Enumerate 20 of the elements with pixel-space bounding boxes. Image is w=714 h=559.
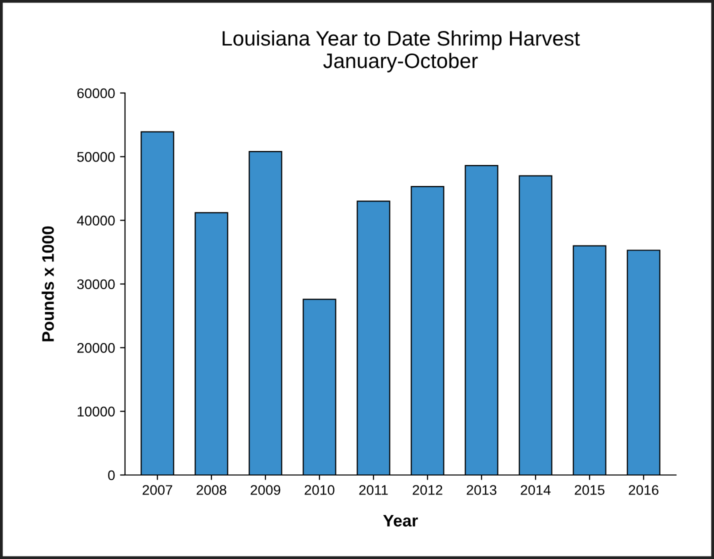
x-tick-label: 2016 xyxy=(628,485,658,495)
y-tick-label: 30000 xyxy=(77,279,115,290)
x-tick-label: 2011 xyxy=(359,485,388,495)
x-tick-label: 2008 xyxy=(196,485,226,495)
y-tick-label: 10000 xyxy=(78,406,115,417)
y-tick-label: 20000 xyxy=(77,343,115,353)
y-tick-label: 50000 xyxy=(77,152,115,162)
x-axis-title: Year xyxy=(383,514,418,527)
chart-title: Louisiana Year to Date Shrimp Harvest January-October xyxy=(222,30,580,72)
y-tick-label: 40000 xyxy=(76,216,115,226)
y-tick-label: 0 xyxy=(108,470,115,480)
x-tick-label: 2014 xyxy=(520,485,551,495)
x-tick-label: 2007 xyxy=(142,485,172,495)
x-tick-label: 2013 xyxy=(466,485,496,495)
x-tick-label: 2009 xyxy=(250,485,280,495)
x-tick-label: 2015 xyxy=(574,485,604,495)
y-tick-label: 60000 xyxy=(77,88,115,98)
x-tick-label: 2010 xyxy=(304,485,334,495)
y-axis-title: Pounds x 1000 xyxy=(42,226,54,342)
x-tick-label: 2012 xyxy=(412,485,442,495)
